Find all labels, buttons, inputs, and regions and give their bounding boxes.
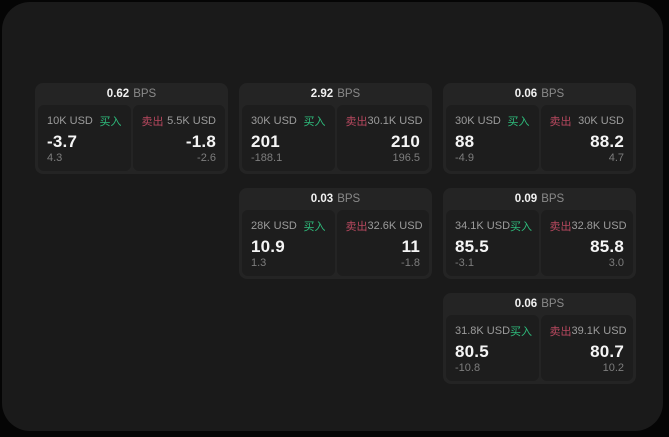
sell-quote-cell[interactable]: 卖出 30K USD 88.2 4.7 — [540, 105, 633, 171]
buy-delta: -3.1 — [455, 257, 474, 269]
buy-label: 买入 — [507, 116, 530, 128]
sell-label: 卖出 — [345, 116, 368, 128]
sell-quote-cell[interactable]: 卖出 32.8K USD 85.8 3.0 — [540, 210, 633, 276]
sell-label: 卖出 — [549, 221, 572, 233]
buy-amount: 30K USD — [455, 115, 501, 127]
sell-price: 11 — [401, 236, 420, 256]
buy-label: 买入 — [99, 116, 122, 128]
bps-unit-label: BPS — [541, 88, 565, 100]
buy-price: -3.7 — [47, 131, 78, 151]
buy-quote-cell[interactable]: 31.8K USD 买入 80.5 -10.8 — [446, 315, 539, 381]
buy-label: 买入 — [510, 221, 533, 233]
bps-header: 0.06 BPS — [446, 83, 633, 105]
buy-price: 85.5 — [455, 236, 489, 256]
buy-price: 80.5 — [455, 341, 489, 361]
sell-price: 210 — [391, 131, 420, 151]
buy-amount: 31.8K USD — [455, 325, 511, 337]
sell-label: 卖出 — [345, 221, 368, 233]
sell-amount: 5.5K USD — [167, 115, 216, 127]
buy-price: 10.9 — [251, 236, 285, 256]
sell-amount: 30.1K USD — [367, 115, 423, 127]
bps-unit-label: BPS — [337, 88, 361, 100]
buy-amount: 28K USD — [251, 220, 297, 232]
sell-label: 卖出 — [141, 116, 164, 128]
buy-quote-cell[interactable]: 30K USD 买入 88 -4.9 — [446, 105, 539, 171]
bps-unit-label: BPS — [337, 193, 361, 205]
buy-quote-cell[interactable]: 30K USD 买入 201 -188.1 — [242, 105, 335, 171]
sell-delta: 10.2 — [602, 362, 624, 374]
buy-price: 88 — [455, 131, 475, 151]
quote-body: 31.8K USD 买入 80.5 -10.8 卖出 39.1K USD 80.… — [446, 315, 633, 381]
buy-delta: 4.3 — [47, 152, 63, 164]
quote-body: 28K USD 买入 10.9 1.3 卖出 32.6K USD 11 -1.8 — [242, 210, 429, 276]
quote-body: 30K USD 买入 201 -188.1 卖出 30.1K USD 210 1… — [242, 105, 429, 171]
bps-header: 2.92 BPS — [242, 83, 429, 105]
quote-body: 10K USD 买入 -3.7 4.3 卖出 5.5K USD -1.8 -2.… — [38, 105, 225, 171]
sell-delta: 3.0 — [608, 257, 624, 269]
sell-quote-cell[interactable]: 卖出 30.1K USD 210 196.5 — [336, 105, 429, 171]
sell-quote-cell[interactable]: 卖出 5.5K USD -1.8 -2.6 — [132, 105, 225, 171]
buy-label: 买入 — [510, 326, 533, 338]
sell-delta: -1.8 — [401, 257, 420, 269]
buy-amount: 30K USD — [251, 115, 297, 127]
buy-delta: -4.9 — [455, 152, 474, 164]
sell-delta: 196.5 — [392, 152, 420, 164]
buy-delta: -10.8 — [455, 362, 481, 374]
bps-unit-label: BPS — [541, 298, 565, 310]
bps-value: 2.92 — [310, 88, 334, 100]
sell-amount: 39.1K USD — [571, 325, 627, 337]
quote-card-3: 0.06 BPS 30K USD 买入 88 -4.9 卖出 30K USD — [443, 83, 636, 174]
quote-card-5: 0.09 BPS 34.1K USD 买入 85.5 -3.1 卖出 32.8K… — [443, 188, 636, 279]
bps-value: 0.03 — [310, 193, 334, 205]
buy-label: 买入 — [303, 116, 326, 128]
quote-body: 30K USD 买入 88 -4.9 卖出 30K USD 88.2 4.7 — [446, 105, 633, 171]
bps-header: 0.03 BPS — [242, 188, 429, 210]
sell-amount: 32.6K USD — [367, 220, 423, 232]
buy-delta: 1.3 — [251, 257, 267, 269]
bps-header: 0.09 BPS — [446, 188, 633, 210]
quote-card-1: 0.62 BPS 10K USD 买入 -3.7 4.3 卖出 5.5K USD — [35, 83, 228, 174]
bps-header: 0.62 BPS — [38, 83, 225, 105]
sell-delta: 4.7 — [608, 152, 624, 164]
bps-value: 0.62 — [106, 88, 130, 100]
sell-price: 85.8 — [590, 236, 624, 256]
buy-quote-cell[interactable]: 28K USD 买入 10.9 1.3 — [242, 210, 335, 276]
buy-label: 买入 — [303, 221, 326, 233]
sell-delta: -2.6 — [197, 152, 216, 164]
quote-card-6: 0.06 BPS 31.8K USD 买入 80.5 -10.8 卖出 39.1… — [443, 293, 636, 384]
bps-value: 0.06 — [514, 298, 538, 310]
sell-label: 卖出 — [549, 326, 572, 338]
sell-price: 88.2 — [590, 131, 624, 151]
buy-delta: -188.1 — [251, 152, 283, 164]
quote-card-4: 0.03 BPS 28K USD 买入 10.9 1.3 卖出 32.6K US… — [239, 188, 432, 279]
bps-value: 0.09 — [514, 193, 538, 205]
sell-amount: 30K USD — [578, 115, 624, 127]
sell-label: 卖出 — [549, 116, 572, 128]
bps-unit-label: BPS — [133, 88, 157, 100]
bps-unit-label: BPS — [541, 193, 565, 205]
sell-price: 80.7 — [590, 341, 624, 361]
bps-header: 0.06 BPS — [446, 293, 633, 315]
sell-quote-cell[interactable]: 卖出 39.1K USD 80.7 10.2 — [540, 315, 633, 381]
app-panel: 0.62 BPS 10K USD 买入 -3.7 4.3 卖出 5.5K USD — [2, 2, 663, 431]
bps-value: 0.06 — [514, 88, 538, 100]
buy-amount: 34.1K USD — [455, 220, 511, 232]
quote-cards-grid: 0.62 BPS 10K USD 买入 -3.7 4.3 卖出 5.5K USD — [35, 83, 636, 384]
sell-quote-cell[interactable]: 卖出 32.6K USD 11 -1.8 — [336, 210, 429, 276]
sell-price: -1.8 — [185, 131, 216, 151]
sell-amount: 32.8K USD — [571, 220, 627, 232]
quote-card-2: 2.92 BPS 30K USD 买入 201 -188.1 卖出 30.1K … — [239, 83, 432, 174]
buy-quote-cell[interactable]: 34.1K USD 买入 85.5 -3.1 — [446, 210, 539, 276]
buy-quote-cell[interactable]: 10K USD 买入 -3.7 4.3 — [38, 105, 131, 171]
buy-amount: 10K USD — [47, 115, 93, 127]
quote-body: 34.1K USD 买入 85.5 -3.1 卖出 32.8K USD 85.8… — [446, 210, 633, 276]
buy-price: 201 — [251, 131, 280, 151]
